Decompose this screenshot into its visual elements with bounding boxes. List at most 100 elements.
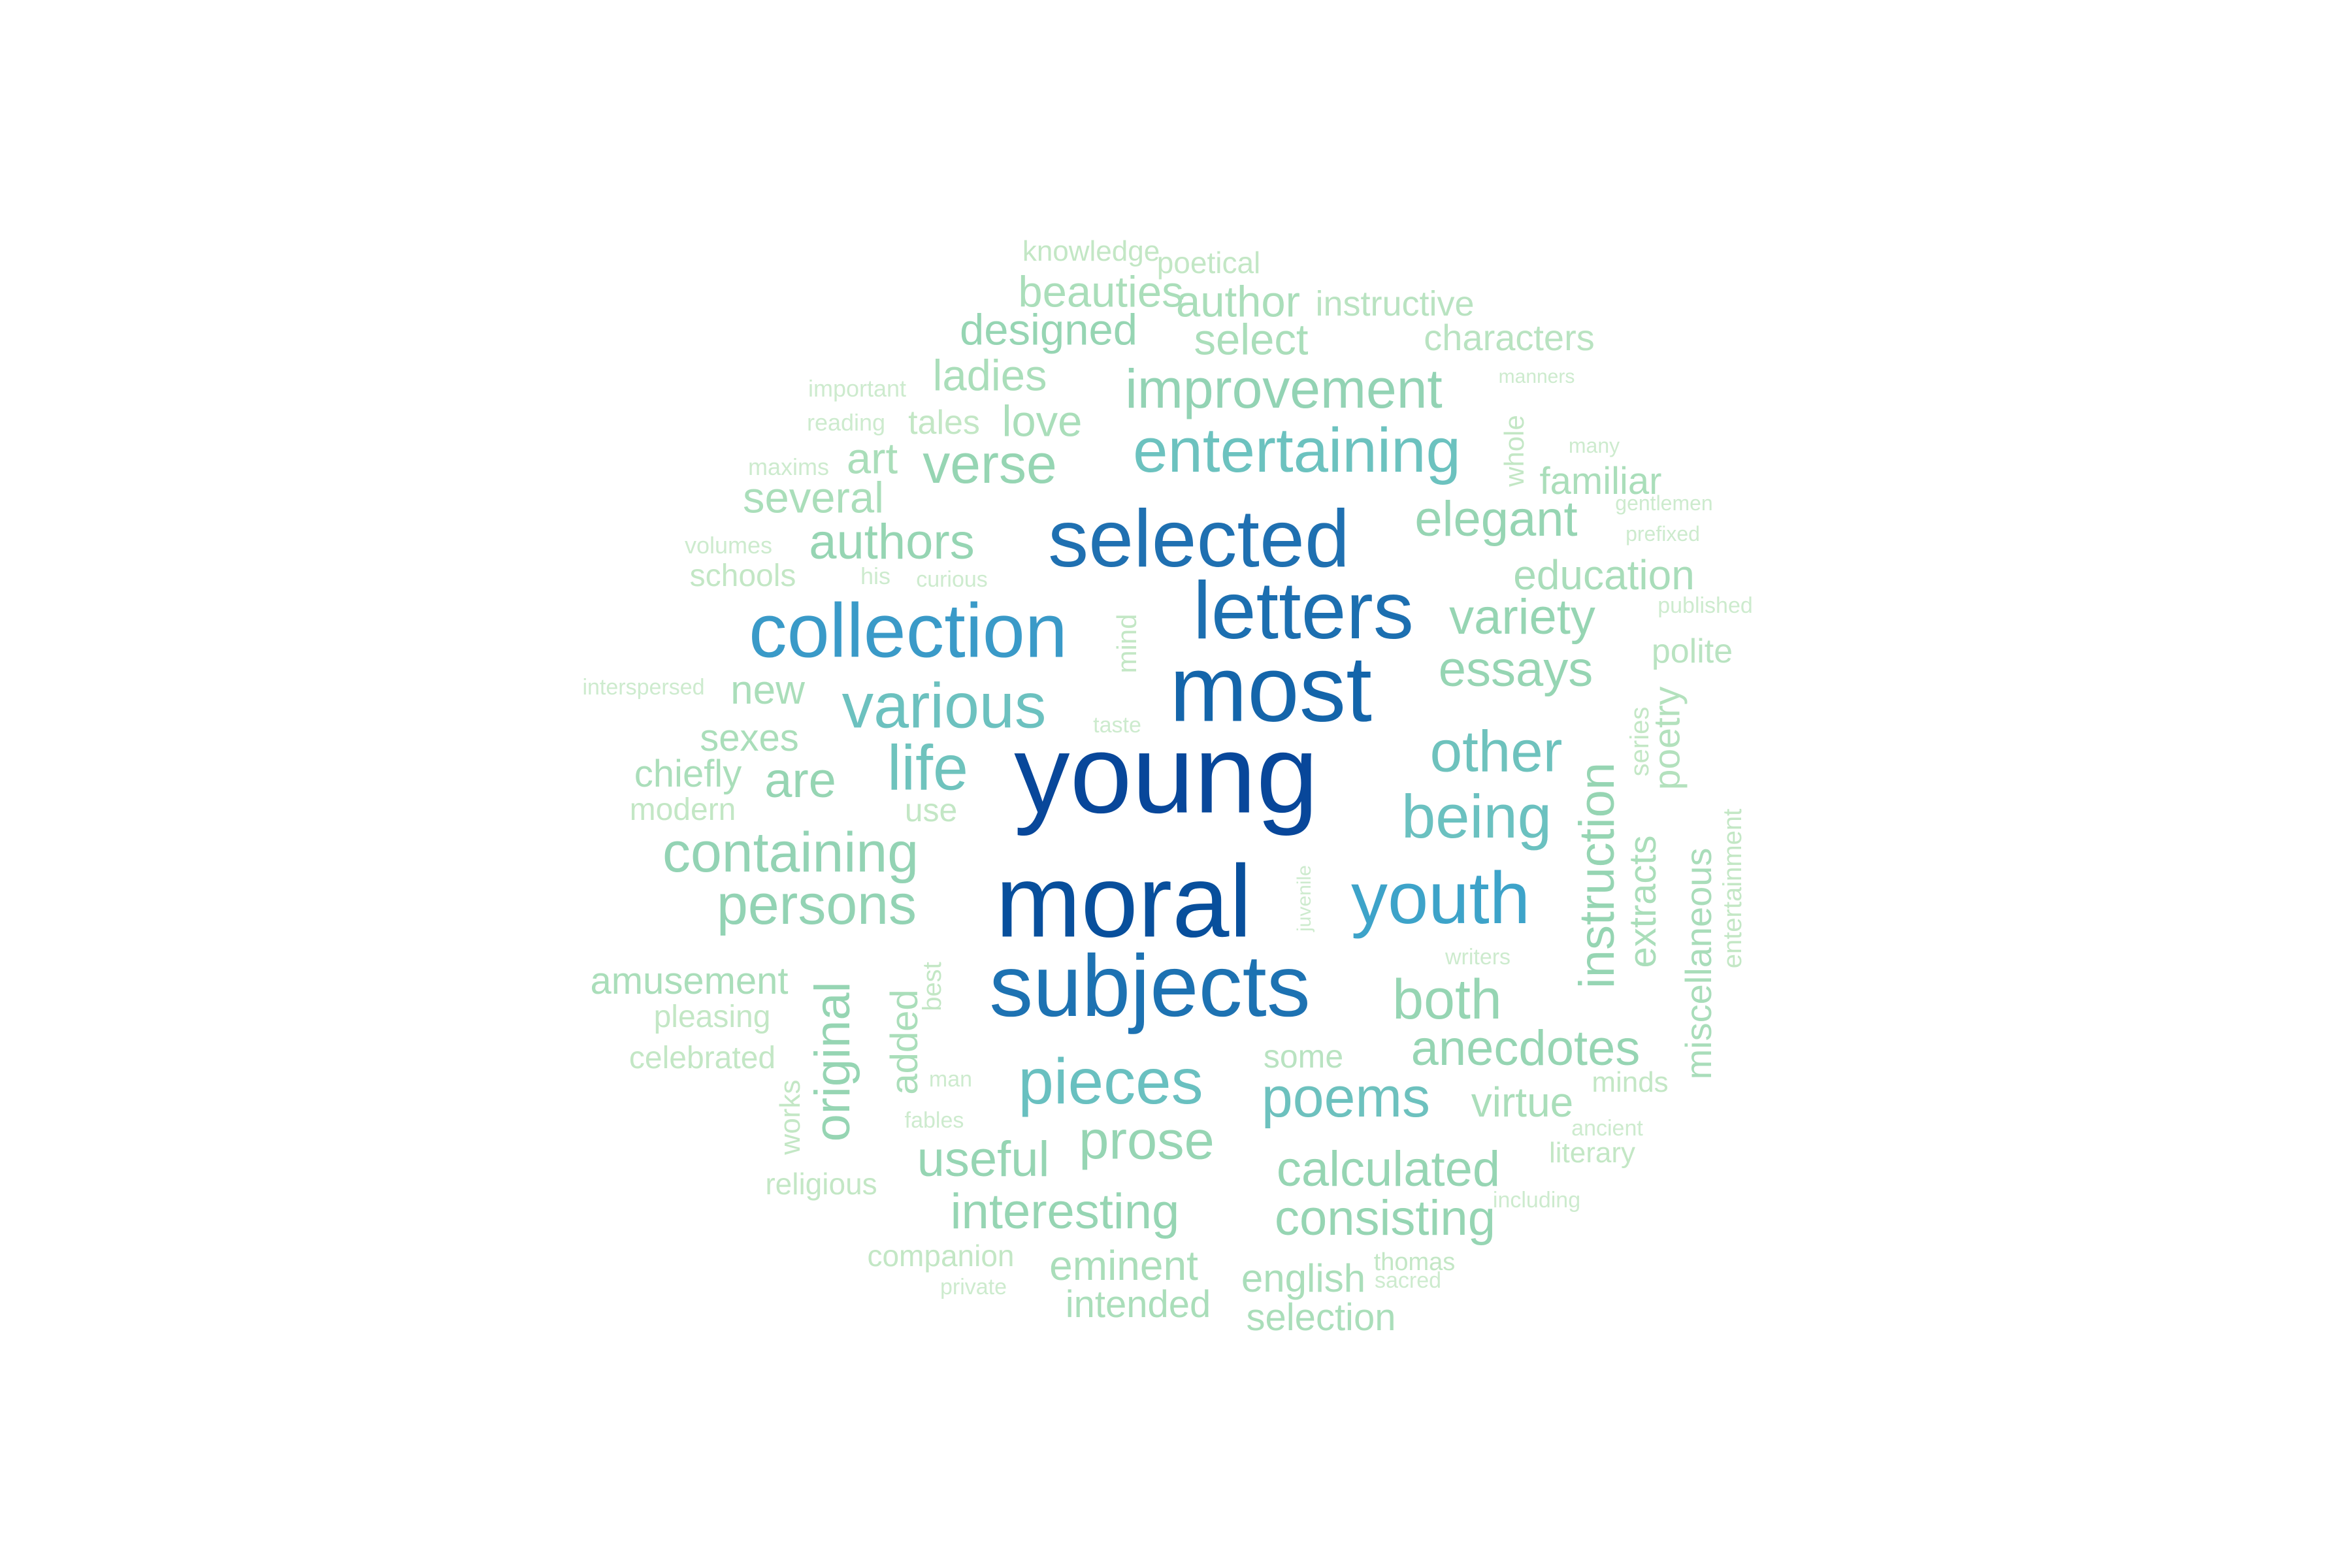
word-characters: characters [1424, 317, 1595, 358]
word-consisting: consisting [1275, 1190, 1495, 1246]
word-entertaining: entertaining [1133, 416, 1461, 485]
word-poems: poems [1261, 1066, 1431, 1129]
word-being: being [1401, 782, 1552, 851]
word-poetical: poetical [1156, 246, 1261, 280]
word-literary: literary [1548, 1137, 1636, 1169]
word-other: other [1429, 718, 1563, 784]
word-art: art [846, 434, 898, 483]
word-entertainment: entertainment [1718, 808, 1747, 969]
word-mind: mind [1111, 613, 1142, 674]
word-love: love [1002, 397, 1083, 446]
word-variety: variety [1449, 589, 1595, 645]
word-containing: containing [662, 821, 919, 884]
word-schools: schools [689, 559, 796, 593]
word-ancient: ancient [1571, 1116, 1643, 1141]
word-education: education [1513, 551, 1695, 598]
word-collection: collection [749, 587, 1068, 674]
word-pleasing: pleasing [653, 1000, 771, 1034]
word-interesting: interesting [950, 1184, 1180, 1239]
word-moral: moral [995, 844, 1252, 959]
word-instructive: instructive [1315, 284, 1475, 323]
word-maxims: maxims [748, 453, 829, 480]
word-english: english [1241, 1256, 1366, 1300]
word-selected: selected [1048, 494, 1350, 584]
word-calculated: calculated [1276, 1141, 1501, 1197]
word-several: several [743, 473, 884, 523]
word-reading: reading [806, 409, 886, 436]
word-ladies: ladies [932, 351, 1047, 400]
word-religious: religious [765, 1167, 877, 1201]
word-amusement: amusement [590, 960, 789, 1002]
word-selection: selection [1246, 1296, 1396, 1339]
word-familiar: familiar [1539, 460, 1662, 502]
word-some: some [1263, 1038, 1344, 1075]
word-essays: essays [1438, 642, 1593, 697]
word-private: private [939, 1275, 1007, 1299]
word-interspersed: interspersed [582, 675, 705, 700]
word-sexes: sexes [700, 717, 799, 759]
word-are: are [764, 753, 836, 808]
word-various: various [841, 670, 1047, 742]
word-elegant: elegant [1414, 491, 1578, 547]
word-tales: tales [908, 404, 980, 442]
word-curious: curious [916, 567, 988, 592]
word-fables: fables [904, 1108, 964, 1133]
word-author: author [1176, 277, 1300, 327]
word-prefixed: prefixed [1625, 522, 1700, 546]
word-authors: authors [809, 514, 975, 570]
word-life: life [887, 732, 968, 804]
word-pieces: pieces [1018, 1045, 1203, 1117]
word-new: new [730, 668, 805, 713]
word-series: series [1625, 706, 1654, 777]
word-writers: writers [1445, 945, 1511, 970]
word-man: man [928, 1067, 973, 1092]
word-useful: useful [917, 1132, 1050, 1187]
word-original: original [805, 981, 860, 1142]
word-knowledge: knowledge [1022, 235, 1160, 267]
word-sacred: sacred [1374, 1268, 1442, 1293]
word-published: published [1658, 593, 1753, 618]
word-extracts: extracts [1622, 835, 1664, 968]
word-important: important [808, 375, 907, 402]
word-poetry: poetry [1646, 686, 1688, 791]
word-chiefly: chiefly [634, 753, 742, 795]
word-use: use [904, 792, 958, 828]
word-eminent: eminent [1049, 1242, 1198, 1289]
word-verse: verse [923, 433, 1057, 495]
word-youth: youth [1351, 857, 1530, 939]
word-young: young [1014, 711, 1318, 837]
word-most: most [1169, 637, 1372, 742]
word-thomas: thomas [1373, 1249, 1456, 1276]
word-including: including [1492, 1188, 1581, 1213]
word-anecdotes: anecdotes [1411, 1021, 1641, 1076]
word-beauties: beauties [1018, 267, 1184, 317]
word-best: best [918, 962, 947, 1011]
word-modern: modern [629, 792, 736, 827]
word-his: his [860, 563, 891, 589]
word-works: works [774, 1079, 806, 1155]
word-gentlemen: gentlemen [1615, 491, 1713, 515]
word-intended: intended [1065, 1283, 1211, 1326]
word-manners: manners [1498, 366, 1575, 387]
word-celebrated: celebrated [629, 1041, 776, 1075]
word-improvement: improvement [1125, 358, 1443, 419]
word-instruction: instruction [1569, 762, 1625, 989]
word-taste: taste [1093, 713, 1141, 738]
word-letters: letters [1193, 566, 1414, 656]
word-companion: companion [867, 1239, 1015, 1273]
word-juvenile: juvenile [1294, 865, 1315, 932]
word-polite: polite [1651, 632, 1733, 670]
word-select: select [1194, 315, 1309, 365]
word-whole: whole [1499, 415, 1529, 487]
word-persons: persons [717, 874, 917, 936]
word-designed: designed [960, 305, 1137, 355]
word-volumes: volumes [684, 532, 773, 559]
word-many: many [1568, 434, 1620, 457]
word-prose: prose [1079, 1109, 1215, 1171]
word-both: both [1392, 968, 1502, 1031]
word-subjects: subjects [989, 938, 1311, 1035]
word-virtue: virtue [1471, 1079, 1574, 1126]
word-miscellaneous: miscellaneous [1678, 847, 1719, 1080]
word-minds: minds [1592, 1066, 1669, 1098]
